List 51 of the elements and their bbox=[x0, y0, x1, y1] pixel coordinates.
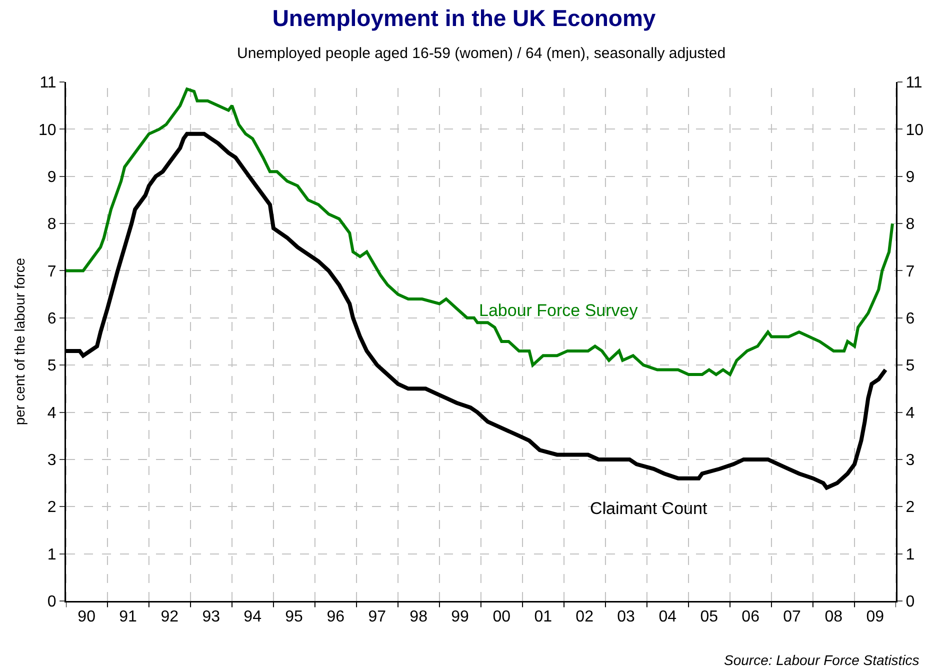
series-label: Claimant Count bbox=[590, 499, 708, 518]
y2-tick-label: 7 bbox=[906, 263, 915, 280]
y2-tick-label: 6 bbox=[906, 310, 915, 328]
y2-tick-label: 10 bbox=[906, 122, 924, 139]
y-tick-label: 7 bbox=[47, 263, 56, 280]
x-tick-label: 07 bbox=[783, 608, 802, 626]
x-tick-label: 92 bbox=[160, 608, 179, 626]
x-tick-label: 05 bbox=[700, 608, 718, 626]
y2-tick-label: 0 bbox=[906, 594, 915, 611]
y-tick-label: 5 bbox=[47, 358, 56, 375]
x-tick-label: 95 bbox=[285, 608, 304, 626]
x-tick-label: 06 bbox=[742, 608, 760, 626]
y2-tick-label: 5 bbox=[906, 358, 915, 375]
x-tick-label: 94 bbox=[244, 608, 262, 626]
y-tick-label: 0 bbox=[47, 594, 56, 611]
chart-subtitle: Unemployed people aged 16-59 (women) / 64 (men), seasonally adjusted bbox=[237, 45, 726, 62]
y2-tick-label: 8 bbox=[906, 216, 915, 234]
x-tick-label: 01 bbox=[534, 608, 552, 626]
y-tick-label: 4 bbox=[47, 404, 56, 422]
series-label: Labour Force Survey bbox=[479, 301, 638, 320]
x-tick-label: 08 bbox=[824, 608, 843, 626]
x-tick-label: 09 bbox=[866, 608, 884, 626]
y-tick-label: 11 bbox=[40, 74, 56, 92]
y2-tick-label: 1 bbox=[906, 546, 915, 564]
y2-tick-label: 4 bbox=[906, 404, 915, 422]
y2-tick-label: 9 bbox=[906, 168, 915, 186]
x-tick-label: 03 bbox=[617, 608, 636, 626]
line-series bbox=[66, 88, 894, 376]
x-tick-label: 99 bbox=[451, 608, 470, 626]
x-tick-label: 91 bbox=[119, 608, 138, 626]
y2-tick-label: 11 bbox=[906, 74, 922, 92]
x-tick-label: 90 bbox=[78, 608, 96, 626]
x-tick-label: 93 bbox=[202, 608, 220, 626]
x-tick-label: 04 bbox=[658, 608, 677, 626]
x-tick-label: 00 bbox=[492, 608, 511, 626]
x-tick-label: 02 bbox=[576, 608, 594, 626]
y-tick-label: 6 bbox=[47, 310, 56, 328]
y-tick-label: 10 bbox=[38, 122, 56, 139]
y-axis-title: per cent of the labour force bbox=[11, 258, 28, 426]
y2-tick-label: 3 bbox=[906, 452, 915, 470]
chart-title: Unemployment in the UK Economy bbox=[272, 5, 656, 32]
y-tick-label: 2 bbox=[47, 499, 56, 516]
source-note: Source: Labour Force Statistics bbox=[724, 652, 920, 668]
y-tick-label: 1 bbox=[47, 546, 56, 564]
y-tick-label: 8 bbox=[47, 216, 56, 234]
x-tick-label: 96 bbox=[326, 608, 345, 626]
y-tick-label: 9 bbox=[47, 168, 56, 186]
y2-tick-label: 2 bbox=[906, 499, 915, 516]
x-tick-label: 98 bbox=[410, 608, 428, 626]
y-tick-label: 3 bbox=[47, 452, 56, 470]
x-tick-label: 97 bbox=[368, 608, 386, 626]
